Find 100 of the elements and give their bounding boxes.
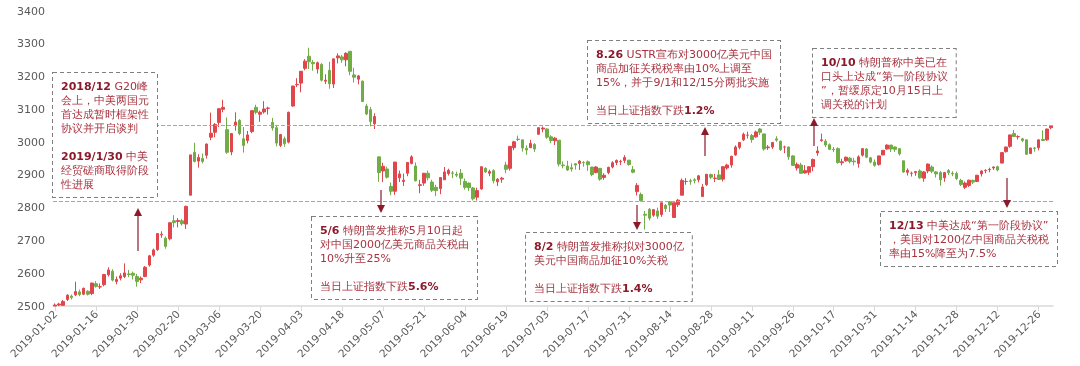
candlestick (668, 200, 672, 213)
candlestick (766, 144, 770, 151)
candlestick (1025, 138, 1028, 156)
candlestick (488, 169, 491, 177)
candlestick (201, 153, 204, 164)
candlestick (557, 139, 561, 167)
candlestick (848, 156, 852, 164)
candlestick (779, 140, 782, 152)
candlestick (799, 162, 803, 175)
candlestick (189, 154, 192, 196)
candlestick (434, 184, 438, 197)
candlestick (111, 268, 114, 282)
candlestick (307, 47, 311, 70)
candlestick (652, 208, 655, 218)
candlestick (197, 153, 200, 169)
candlestick (1045, 128, 1049, 142)
candlestick (66, 293, 69, 302)
candlestick (426, 170, 430, 181)
candlestick (369, 106, 372, 127)
candlestick (721, 165, 725, 182)
candlestick (709, 173, 713, 180)
candlestick (303, 58, 307, 71)
candlestick (1012, 129, 1016, 138)
y-tick-label: 3300 (17, 37, 45, 51)
candlestick (824, 138, 827, 148)
candlestick (631, 165, 635, 174)
candlestick (82, 287, 85, 296)
candlestick (475, 187, 479, 201)
candlestick (693, 177, 696, 184)
candlestick (840, 158, 844, 166)
candlestick (135, 273, 139, 288)
y-tick-label: 2700 (17, 233, 45, 247)
candlestick (94, 280, 98, 289)
candlestick (61, 299, 65, 307)
y-tick-label: 3400 (17, 4, 45, 18)
candlestick (139, 276, 143, 284)
candlestick (86, 289, 90, 297)
candlestick (90, 282, 94, 296)
candlestick (234, 111, 237, 132)
candlestick (996, 165, 999, 172)
annotation: 当日上证指数下跌1.2% (596, 103, 715, 117)
candlestick (123, 262, 126, 279)
candlestick (361, 79, 364, 103)
candlestick (385, 166, 389, 179)
candlestick (754, 130, 758, 139)
candlestick (795, 161, 799, 172)
candlestick (615, 158, 618, 166)
candlestick (865, 147, 868, 159)
candlestick (590, 166, 594, 177)
candlestick (967, 179, 971, 188)
candlestick (980, 169, 983, 178)
candlestick (635, 182, 639, 197)
candlestick (844, 156, 848, 163)
candlestick (619, 159, 622, 166)
candlestick (508, 145, 512, 172)
candlestick (430, 179, 434, 193)
candlestick (885, 143, 889, 151)
candlestick (750, 133, 754, 144)
candlestick (533, 142, 536, 153)
candlestick (852, 157, 856, 166)
candlestick (914, 170, 917, 177)
y-tick-label: 2800 (17, 201, 45, 215)
candlestick (930, 164, 934, 174)
candlestick (963, 180, 967, 190)
annotation: 当日上证指数下跌1.4% (534, 281, 653, 295)
annotation: 8/2 特朗普发推称拟对3000亿美元中国商品加征10%关税 (534, 239, 684, 267)
y-tick-label: 3000 (17, 135, 45, 149)
candlestick (168, 221, 172, 241)
candlestick (947, 168, 950, 176)
candlestick (176, 217, 180, 228)
candlestick (316, 60, 319, 75)
candlestick (1029, 147, 1032, 155)
candlestick (889, 144, 893, 153)
candlestick (459, 168, 463, 186)
y-tick-label: 2600 (17, 266, 45, 280)
candlestick (230, 132, 233, 156)
candlestick (57, 302, 61, 307)
candlestick (70, 294, 73, 300)
candlestick (742, 132, 745, 142)
candlestick (324, 73, 327, 85)
candlestick (184, 205, 188, 230)
candlestick (906, 167, 909, 177)
candlestick (594, 165, 598, 174)
candlestick (975, 174, 979, 183)
candlestick (283, 136, 286, 148)
candlestick (320, 62, 323, 82)
annotation: 8.26 USTR宣布对3000亿美元中国商品加征关税税率由10%上调至15%，并于9/1和12/15分两批实施 (596, 47, 773, 89)
candlestick (402, 173, 405, 187)
candlestick (672, 202, 676, 219)
candlestick (893, 145, 897, 153)
annotation: 2019/1/30 中美经贸磋商取得阶段性进展 (60, 149, 149, 191)
candlestick (857, 154, 860, 169)
candlestick (484, 166, 487, 174)
candlestick (1008, 134, 1012, 149)
candlestick (500, 176, 504, 184)
candlestick (660, 202, 663, 218)
candlestick (873, 158, 876, 168)
candlestick (918, 168, 922, 180)
candlestick (242, 126, 245, 154)
annotation: 当日上证指数下跌5.6% (320, 279, 439, 293)
